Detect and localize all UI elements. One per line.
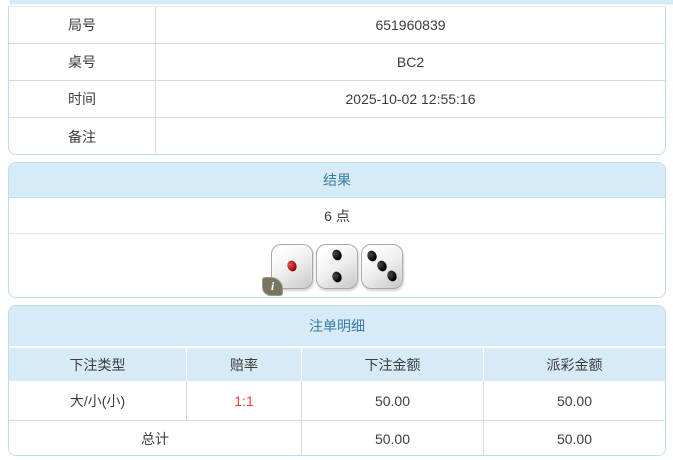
remark-label: 备注: [9, 118, 156, 154]
info-icon[interactable]: i: [262, 276, 283, 296]
points-row: 6 点: [9, 198, 665, 234]
bet-details-title: 注单明细: [309, 318, 365, 334]
round-id-label: 局号: [9, 7, 156, 43]
die-pip: [330, 248, 344, 263]
die-pip: [385, 269, 398, 284]
die-pip: [366, 248, 379, 263]
top-header-strip-cutoff: [10, 0, 673, 5]
bet-details-header: 注单明细: [9, 306, 665, 348]
bet-details-panel: 注单明细 下注类型 赔率 下注金额 派彩金额 大/小(小) 1:1 50.00 …: [8, 305, 666, 456]
col-header-payout-amount: 派彩金额: [546, 356, 603, 373]
time-value: 2025-10-02 12:55:16: [345, 91, 476, 107]
total-bet-amount-cell: 50.00: [302, 421, 484, 455]
col-header-bet-type: 下注类型: [9, 348, 187, 381]
game-info-row-remark: 备注: [9, 118, 665, 154]
game-info-row-round: 局号 651960839: [9, 7, 665, 44]
die-pip: [285, 259, 299, 273]
bets-column-header-row: 下注类型 赔率 下注金额 派彩金额: [9, 348, 665, 381]
remark-value: [156, 118, 665, 154]
table-id-value: BC2: [396, 54, 425, 70]
game-info-row-time: 时间 2025-10-02 12:55:16: [9, 81, 665, 118]
total-label-cell: 总计: [9, 421, 302, 455]
bet-type-cell: 大/小(小): [9, 381, 187, 420]
dice-group: i: [262, 243, 403, 296]
die-face-2: [316, 243, 358, 289]
total-row: 总计 50.00 50.00: [9, 421, 665, 455]
time-label: 时间: [9, 81, 156, 117]
table-id-label: 桌号: [9, 44, 156, 80]
die-pip: [375, 259, 389, 273]
result-panel: 结果 6 点 i: [8, 162, 666, 298]
die-pip: [330, 269, 344, 284]
total-payout-amount-cell: 50.00: [556, 431, 593, 447]
col-header-bet-amount: 下注金额: [302, 348, 484, 381]
payout-amount-cell: 50.00: [556, 392, 593, 409]
round-id-value: 651960839: [375, 17, 446, 33]
result-title: 结果: [323, 172, 351, 188]
bet-table-row: 大/小(小) 1:1 50.00 50.00: [9, 381, 665, 421]
game-info-row-table: 桌号 BC2: [9, 44, 665, 81]
odds-cell: 1:1: [187, 381, 302, 420]
dice-row: i: [9, 234, 665, 297]
game-info-panel: 局号 651960839 桌号 BC2 时间 2025-10-02 12:55:…: [8, 6, 666, 155]
die-face-3: [361, 243, 403, 289]
points-text: 6 点: [324, 207, 350, 224]
bet-amount-cell: 50.00: [302, 381, 484, 420]
col-header-odds: 赔率: [187, 348, 302, 381]
result-header: 结果: [9, 163, 665, 198]
